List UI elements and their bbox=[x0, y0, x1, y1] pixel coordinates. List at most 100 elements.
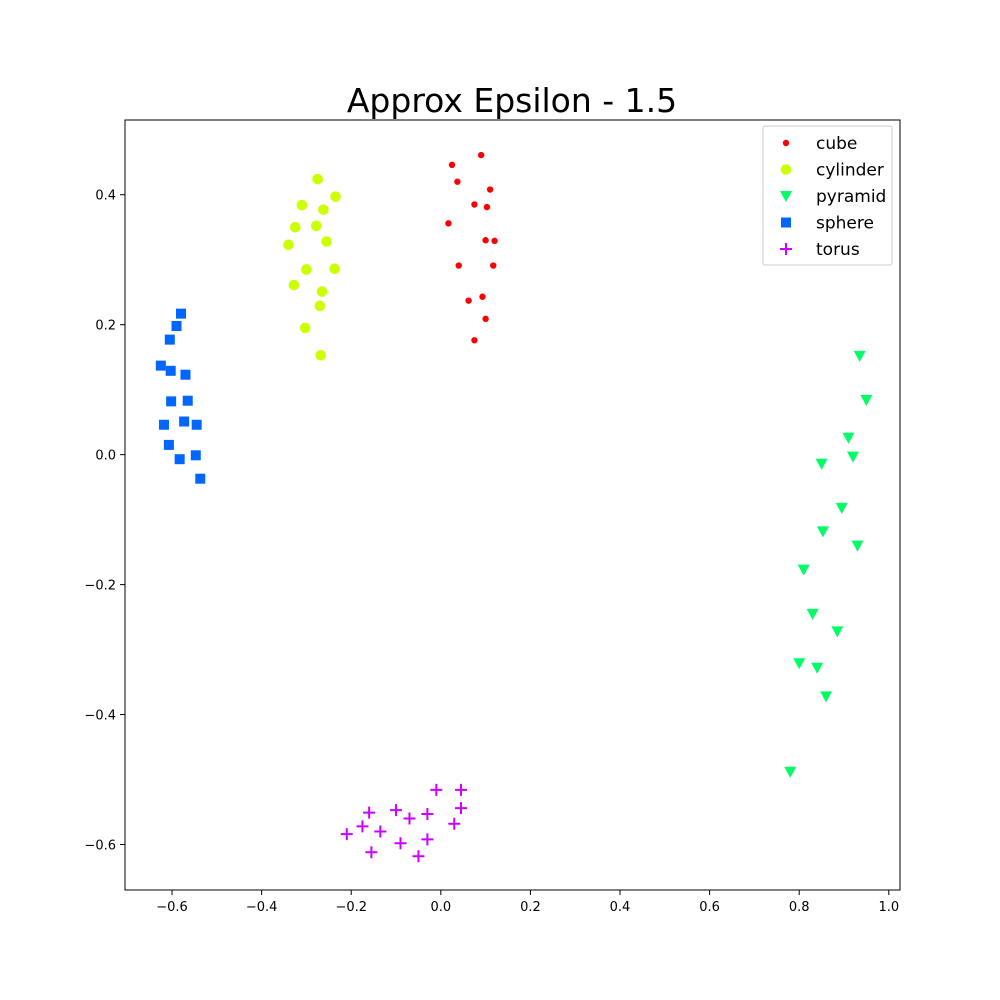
torus-point bbox=[454, 802, 467, 815]
cylinder-point bbox=[314, 300, 326, 312]
pyramid-point bbox=[851, 540, 864, 552]
series-pyramid bbox=[784, 350, 873, 778]
cube-point bbox=[448, 161, 456, 169]
cube-point bbox=[471, 201, 478, 208]
legend-marker-sphere bbox=[781, 217, 791, 228]
legend-label: cube bbox=[816, 134, 857, 154]
cylinder-point bbox=[299, 322, 311, 334]
pyramid-point bbox=[784, 766, 797, 778]
y-tick-label: 0.0 bbox=[95, 449, 116, 464]
legend-label: torus bbox=[816, 240, 860, 260]
y-tick-label: −0.2 bbox=[84, 579, 116, 594]
legend-marker-cube bbox=[782, 139, 790, 147]
cube-point bbox=[455, 262, 462, 269]
cube-point bbox=[482, 237, 489, 244]
torus-point bbox=[374, 825, 387, 838]
torus-point bbox=[390, 804, 403, 817]
cylinder-point bbox=[330, 191, 341, 202]
pyramid-point bbox=[797, 564, 810, 576]
sphere-point bbox=[195, 473, 206, 484]
y-tick-label: 0.4 bbox=[95, 189, 116, 204]
torus-point bbox=[403, 812, 416, 825]
cylinder-point bbox=[312, 173, 323, 185]
sphere-point bbox=[158, 419, 169, 430]
legend: cube cylinder pyramid sphere torus bbox=[762, 125, 893, 266]
torus-point bbox=[421, 807, 434, 820]
torus-point bbox=[454, 783, 467, 796]
pyramid-point bbox=[820, 691, 833, 703]
x-tick-label: 1.0 bbox=[878, 900, 899, 915]
cube-point bbox=[482, 315, 489, 323]
cylinder-point bbox=[318, 204, 329, 215]
y-axis: −0.6 −0.4 −0.2 0.0 0.2 0.4 bbox=[84, 189, 125, 854]
x-tick-label: −0.4 bbox=[246, 900, 278, 915]
plot-frame bbox=[124, 119, 901, 891]
sphere-point bbox=[174, 454, 185, 465]
legend-marker-pyramid bbox=[780, 191, 792, 202]
cylinder-point bbox=[301, 264, 312, 275]
x-tick-label: 0.2 bbox=[520, 900, 541, 915]
torus-point bbox=[394, 837, 407, 850]
sphere-point bbox=[165, 365, 176, 376]
pyramid-point bbox=[846, 451, 859, 463]
sphere-point bbox=[179, 416, 190, 427]
sphere-point bbox=[155, 360, 166, 371]
x-tick-label: 0.0 bbox=[430, 900, 451, 915]
legend-box bbox=[762, 125, 893, 266]
x-tick-label: −0.6 bbox=[156, 900, 188, 915]
pyramid-point bbox=[860, 395, 873, 407]
torus-point bbox=[448, 817, 461, 830]
pyramid-point bbox=[842, 432, 855, 444]
pyramid-point bbox=[811, 662, 824, 674]
legend-label: sphere bbox=[816, 214, 874, 234]
pyramid-point bbox=[806, 608, 819, 620]
cylinder-point bbox=[316, 286, 328, 297]
cube-point bbox=[465, 297, 472, 304]
chart-title: Approx Epsilon - 1.5 bbox=[347, 81, 677, 120]
sphere-point bbox=[166, 396, 177, 407]
series-cylinder bbox=[283, 173, 341, 361]
pyramid-point bbox=[816, 526, 829, 538]
cylinder-point bbox=[321, 236, 332, 247]
torus-point bbox=[363, 806, 376, 819]
sphere-point bbox=[191, 419, 202, 430]
legend-label: pyramid bbox=[816, 187, 886, 207]
x-axis: −0.6 −0.4 −0.2 0.0 0.2 0.4 0.6 0.8 1.0 bbox=[156, 890, 899, 915]
torus-point bbox=[412, 850, 425, 863]
y-tick-label: −0.6 bbox=[84, 839, 116, 854]
cylinder-point bbox=[288, 279, 300, 291]
x-tick-label: 0.6 bbox=[699, 900, 720, 915]
cube-point bbox=[471, 337, 478, 344]
torus-point bbox=[430, 783, 443, 796]
legend-label: cylinder bbox=[816, 161, 884, 181]
x-tick-label: −0.2 bbox=[335, 900, 367, 915]
cube-point bbox=[454, 178, 461, 185]
torus-point bbox=[421, 833, 434, 846]
cylinder-point bbox=[315, 349, 327, 361]
pyramid-point bbox=[853, 350, 866, 362]
cube-point bbox=[491, 237, 498, 245]
sphere-point bbox=[171, 320, 182, 331]
series-cube bbox=[445, 151, 498, 344]
sphere-point bbox=[164, 334, 175, 345]
torus-point bbox=[356, 820, 369, 833]
pyramid-point bbox=[835, 502, 848, 514]
sphere-point bbox=[190, 450, 201, 461]
cylinder-point bbox=[310, 220, 322, 232]
sphere-point bbox=[182, 395, 193, 406]
y-tick-label: 0.2 bbox=[95, 319, 116, 334]
cube-point bbox=[445, 220, 452, 227]
cube-point bbox=[477, 151, 485, 159]
cylinder-point bbox=[283, 239, 294, 251]
cylinder-point bbox=[329, 263, 340, 275]
x-tick-label: 0.8 bbox=[789, 900, 810, 915]
torus-point bbox=[365, 846, 378, 859]
pyramid-point bbox=[793, 658, 806, 670]
cube-point bbox=[490, 262, 497, 269]
cylinder-point bbox=[289, 221, 301, 233]
y-tick-label: −0.4 bbox=[84, 709, 116, 724]
series-sphere bbox=[155, 308, 206, 484]
cube-point bbox=[483, 203, 491, 211]
cube-point bbox=[486, 186, 494, 193]
